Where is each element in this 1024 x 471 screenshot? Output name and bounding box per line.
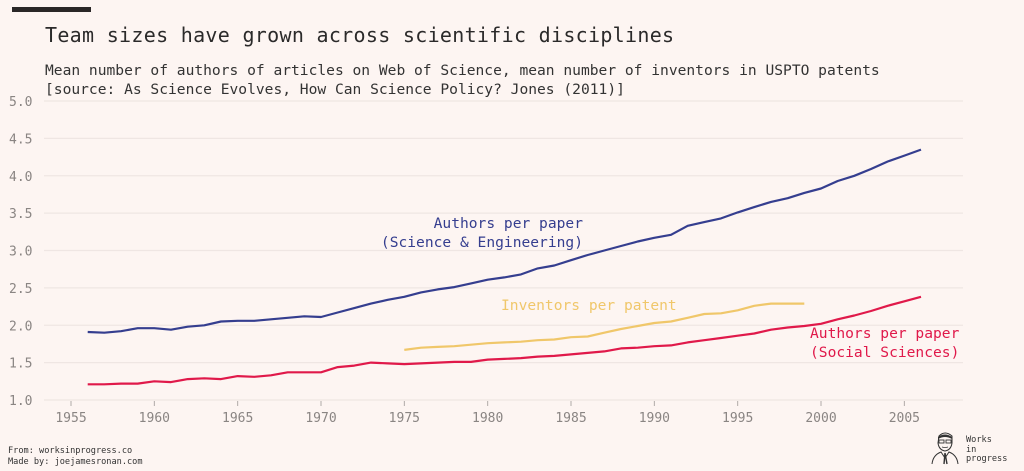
x-tick-label: 1980	[472, 411, 503, 426]
series-social-sciences-line	[87, 295, 922, 386]
y-tick-label: 2.0	[9, 319, 32, 334]
y-tick-label: 1.0	[9, 394, 32, 409]
series-labels: Authors per paper (Science & Engineering)…	[381, 215, 960, 361]
x-axis-ticks: 1955 1960 1965 1970 1975 1980 1985 1990 1995 2000…	[55, 401, 920, 426]
y-tick-label: 5.0	[9, 95, 32, 110]
x-tick-label: 1990	[639, 411, 670, 426]
logo-word-3: progress	[966, 454, 1008, 464]
x-tick-label: 1985	[555, 411, 586, 426]
footer-from: From: worksinprogress.co	[8, 446, 133, 456]
y-tick-label: 4.5	[9, 132, 32, 147]
works-in-progress-logo-icon	[931, 432, 959, 465]
logo-word-2: in	[966, 444, 977, 455]
series-social-sciences-label: (Social Sciences)	[810, 344, 959, 361]
series-social-sciences-label: Authors per paper	[810, 325, 960, 342]
x-tick-label: 1960	[139, 411, 170, 426]
logo-word-1: Works	[966, 435, 992, 445]
x-tick-label: 1975	[389, 411, 420, 426]
footer-made-by: Made by: joejamesronan.com	[8, 457, 143, 467]
y-tick-label: 2.5	[9, 282, 32, 297]
x-tick-label: 1955	[55, 411, 86, 426]
chart-subtitle: Mean number of authors of articles on We…	[45, 61, 880, 99]
series-science-engineering-label: (Science & Engineering)	[381, 234, 583, 251]
series-lines	[87, 148, 922, 386]
x-tick-label: 2005	[889, 411, 920, 426]
x-tick-label: 2000	[805, 411, 836, 426]
subtitle-line-1: Mean number of authors of articles on We…	[45, 62, 880, 79]
y-tick-label: 3.5	[9, 207, 32, 222]
y-tick-label: 1.5	[9, 357, 32, 372]
footer-credits: From: worksinprogress.co Made by: joejam…	[8, 446, 143, 468]
series-inventors-patent-label: Inventors per patent	[501, 297, 677, 314]
x-tick-label: 1965	[222, 411, 253, 426]
y-tick-label: 3.0	[9, 245, 32, 260]
series-inventors-patent-line	[404, 302, 805, 351]
series-science-engineering-line	[87, 148, 922, 334]
y-tick-label: 4.0	[9, 170, 32, 185]
y-axis-ticks: 1.0 1.5 2.0 2.5 3.0 3.5 4.0 4.5 5.0	[9, 95, 32, 409]
title-accent-bar	[12, 7, 91, 12]
x-tick-label: 1970	[305, 411, 336, 426]
x-tick-label: 1995	[722, 411, 753, 426]
gridlines	[44, 100, 963, 401]
logo-wordmark: Works in progress	[966, 435, 1008, 465]
series-science-engineering-label: Authors per paper	[434, 215, 584, 232]
chart-title: Team sizes have grown across scientific …	[45, 23, 675, 47]
subtitle-line-2: [source: As Science Evolves, How Can Sci…	[45, 81, 625, 98]
